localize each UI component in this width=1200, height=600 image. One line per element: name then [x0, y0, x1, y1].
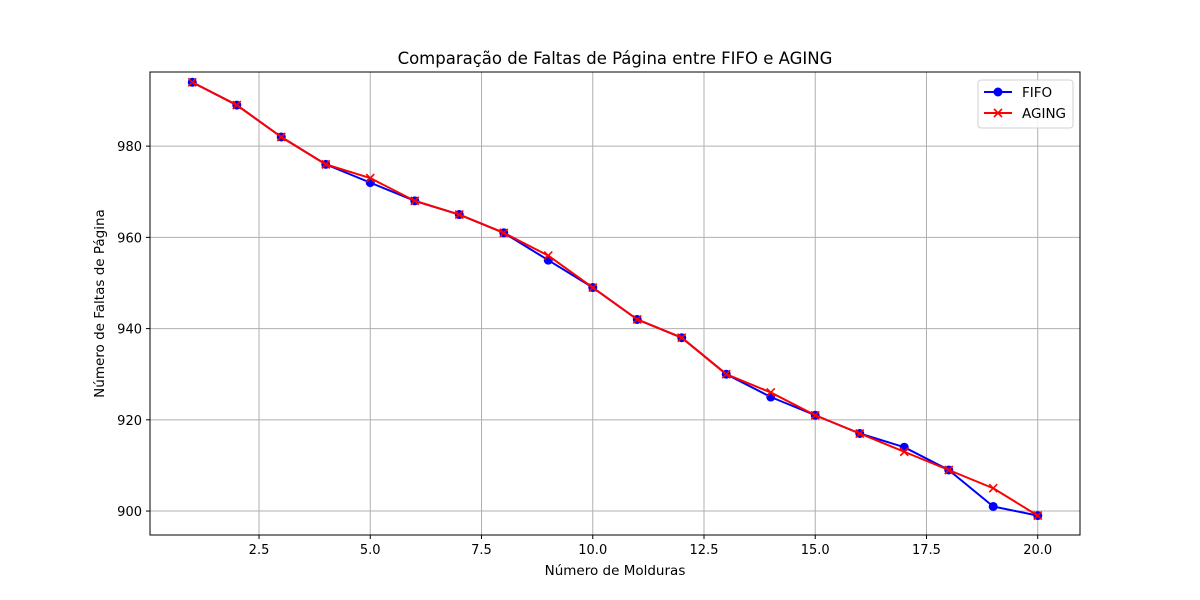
aging-point: [543, 251, 553, 261]
y-tick-label: 940: [117, 323, 142, 338]
y-axis-ticks: 900 920 940 960 980: [117, 140, 150, 520]
aging-point: [766, 387, 776, 398]
y-tick-label: 980: [117, 140, 142, 155]
x-tick-label: 5.0: [360, 543, 381, 558]
y-tick-label: 920: [117, 414, 142, 429]
aging-point: [855, 428, 865, 439]
aging-point: [588, 282, 598, 293]
aging-point: [677, 333, 687, 343]
aging-point: [499, 228, 509, 238]
x-axis-ticks: 2.5 5.0 7.5 10.0 12.5 15.0 17.5 20.0: [249, 535, 1052, 558]
x-tick-label: 10.0: [578, 543, 607, 558]
x-tick-label: 12.5: [690, 543, 719, 558]
x-tick-label: 2.5: [249, 543, 270, 558]
aging-point: [899, 447, 909, 457]
legend-marker-fifo: [993, 87, 1003, 97]
aging-point: [232, 100, 242, 110]
aging-line: [191, 81, 1039, 517]
aging-point: [321, 159, 331, 169]
legend-label-fifo: FIFO: [1022, 85, 1052, 101]
x-tick-label: 15.0: [801, 543, 830, 558]
aging-point: [365, 173, 375, 183]
aging-point: [410, 196, 420, 206]
y-tick-label: 960: [117, 231, 142, 246]
legend-item-aging: AGING: [984, 106, 1066, 122]
legend-marker-aging: [993, 108, 1003, 118]
plot-frame: [149, 71, 1081, 536]
x-axis-label: Número de Molduras: [545, 563, 686, 579]
y-axis-label: Número de Faltas de Página: [92, 209, 108, 398]
x-tick-label: 7.5: [471, 543, 492, 558]
aging-point: [454, 209, 464, 220]
aging-point: [721, 369, 731, 379]
legend-item-fifo: FIFO: [984, 85, 1052, 101]
x-tick-label: 17.5: [912, 543, 941, 558]
legend: FIFO AGING: [977, 79, 1074, 129]
aging-point: [988, 483, 998, 493]
aging-point: [944, 465, 954, 475]
chart-title: Comparação de Faltas de Página entre FIF…: [398, 49, 833, 68]
x-tick-label: 20.0: [1023, 543, 1052, 558]
fifo-point: [988, 501, 998, 511]
y-tick-label: 900: [117, 505, 142, 520]
aging-point: [276, 132, 286, 142]
aging-point: [810, 410, 820, 420]
aging-point: [632, 314, 642, 325]
legend-label-aging: AGING: [1022, 106, 1066, 122]
aging-point: [187, 77, 197, 87]
grid-lines: [150, 72, 1080, 535]
aging-point: [1033, 511, 1043, 521]
series-layer: [187, 77, 1043, 521]
series-aging: [187, 77, 1043, 521]
